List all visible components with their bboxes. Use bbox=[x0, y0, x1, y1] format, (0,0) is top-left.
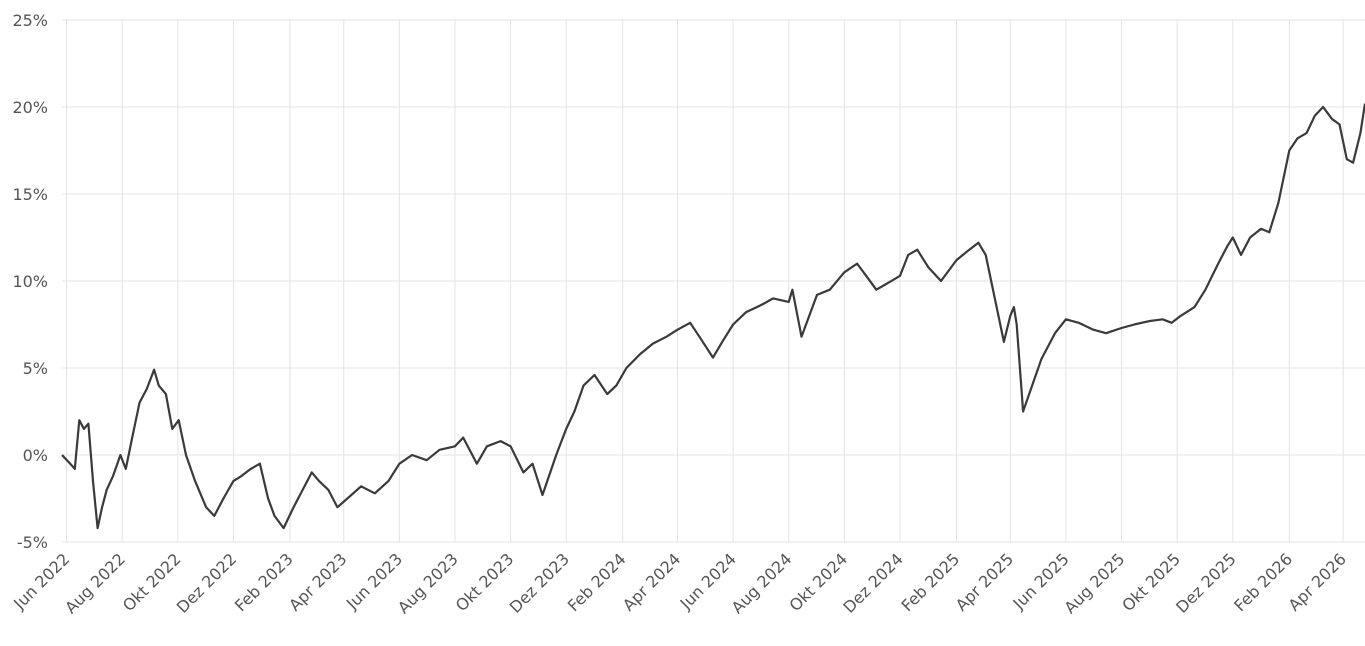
x-tick-label: Apr 2025 bbox=[952, 549, 1017, 614]
x-tick-label: Dez 2022 bbox=[173, 549, 240, 616]
x-tick-label: Aug 2022 bbox=[61, 549, 129, 617]
y-tick-label: 0% bbox=[23, 446, 48, 465]
y-tick-label: 20% bbox=[12, 98, 48, 117]
y-tick-label: -5% bbox=[17, 533, 48, 552]
y-axis-ticks: 25% 20% 15% 10% 5% 0% -5% bbox=[12, 11, 48, 552]
x-tick-label: Apr 2026 bbox=[1285, 549, 1350, 614]
y-gridlines bbox=[62, 19, 1365, 543]
x-gridlines bbox=[66, 20, 1344, 542]
x-tick-label: Apr 2024 bbox=[619, 549, 684, 614]
x-tick-label: Aug 2024 bbox=[728, 549, 796, 617]
x-tick-label: Feb 2023 bbox=[231, 549, 297, 615]
x-tick-label: Aug 2025 bbox=[1060, 549, 1128, 617]
x-tick-label: Aug 2023 bbox=[394, 549, 462, 617]
x-tick-label: Dez 2025 bbox=[1172, 549, 1239, 616]
series-line bbox=[61, 103, 1365, 530]
x-tick-label: Apr 2023 bbox=[285, 549, 350, 614]
x-tick-label: Dez 2024 bbox=[839, 549, 906, 616]
x-tick-label: Feb 2024 bbox=[564, 549, 630, 615]
x-tick-label: Feb 2026 bbox=[1230, 549, 1296, 615]
y-tick-label: 5% bbox=[23, 359, 48, 378]
x-tick-label: Feb 2025 bbox=[897, 549, 963, 615]
series-layer bbox=[61, 103, 1365, 530]
y-tick-label: 15% bbox=[12, 185, 48, 204]
y-tick-label: 10% bbox=[12, 272, 48, 291]
x-tick-label: Dez 2023 bbox=[506, 549, 573, 616]
y-tick-label: 25% bbox=[12, 11, 48, 30]
